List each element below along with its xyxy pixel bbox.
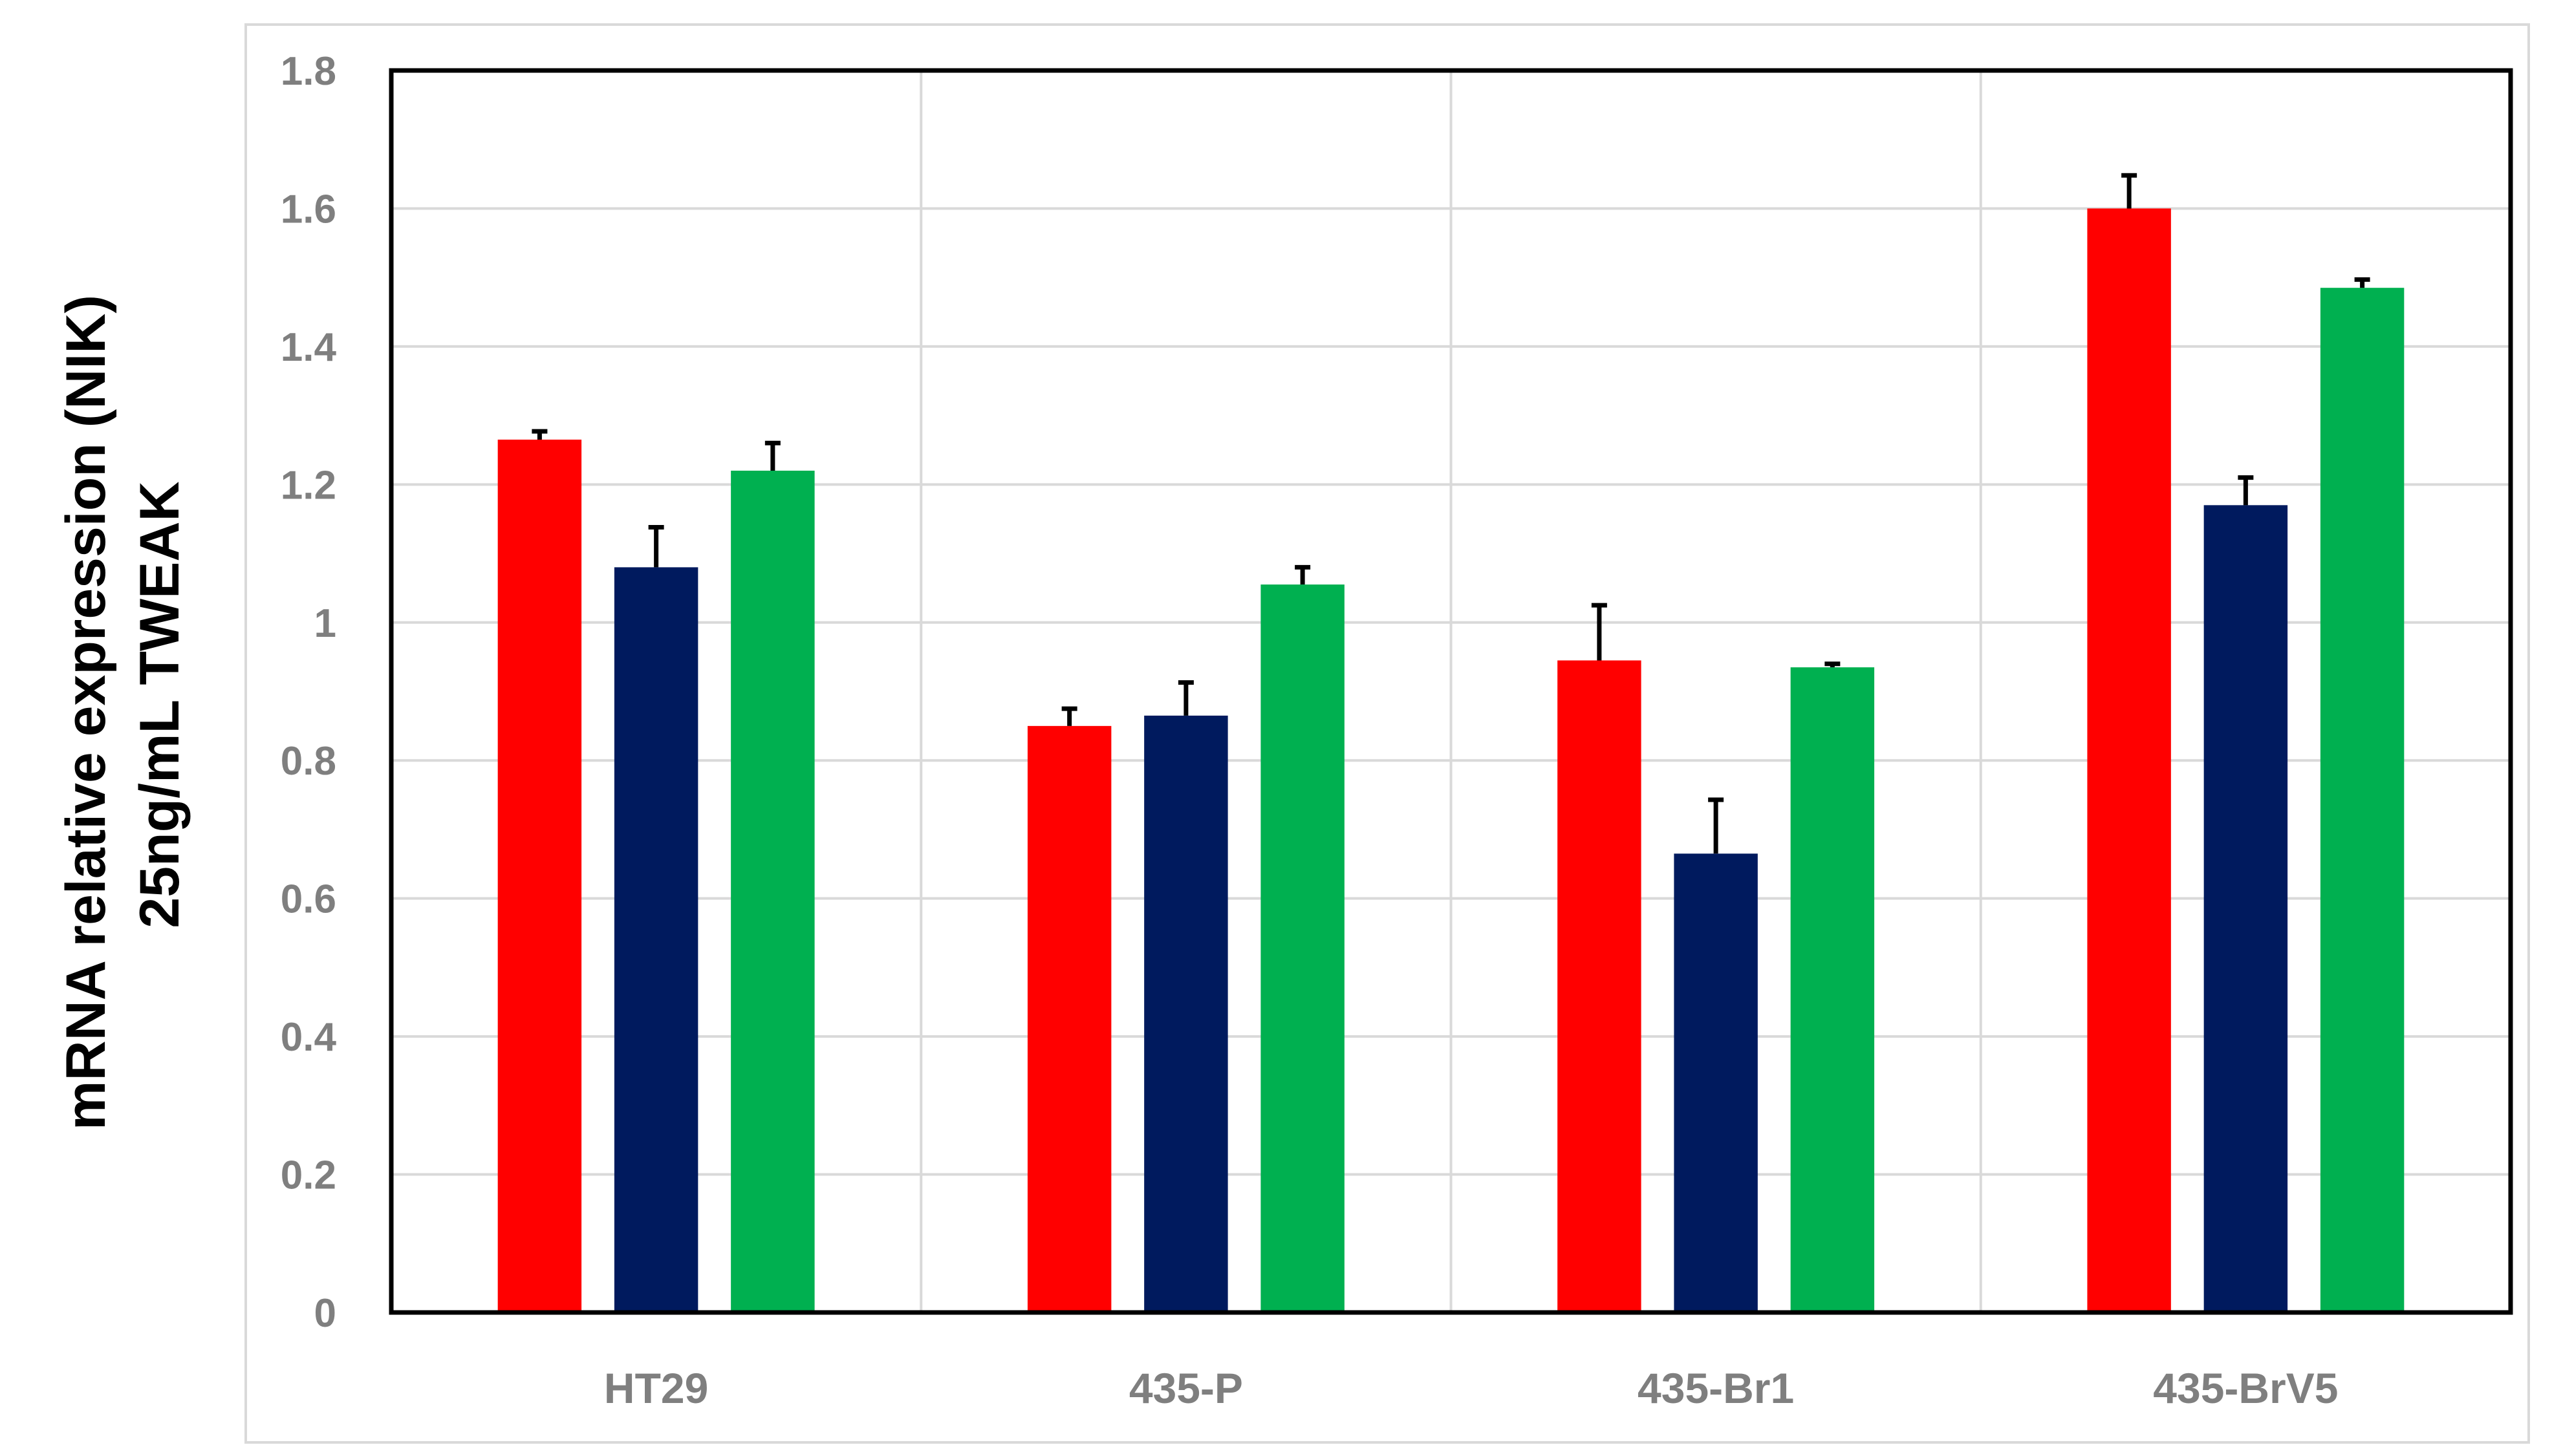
y-tick-label: 0 [314, 1291, 336, 1336]
y-tick-label: 1.6 [281, 187, 336, 231]
x-category-label: 435-P [1129, 1364, 1243, 1412]
y-tick-label: 1.8 [281, 49, 336, 94]
y-axis-title-line-2: 25ng/mL TWEAK [129, 481, 191, 928]
y-tick-label: 0.6 [281, 877, 336, 922]
y-tick-label: 0.8 [281, 739, 336, 784]
bar [1144, 715, 1228, 1312]
bar [1260, 584, 1345, 1312]
y-axis-tick-labels: 0 0.2 0.4 0.6 0.8 1 1.2 1.4 1.6 1.8 [281, 49, 337, 1336]
bars [497, 208, 2405, 1312]
y-axis-title-line-1: mRNA relative expression (NIK) [55, 295, 117, 1130]
chart-area-frame [244, 23, 2530, 1444]
error-bars [532, 173, 2370, 854]
y-tick-label: 1 [314, 601, 336, 646]
x-axis-category-labels: HT29 435-P 435-Br1 435-BrV5 [604, 1364, 2339, 1412]
category-separators [920, 70, 1982, 1312]
bar [2320, 288, 2405, 1312]
x-category-label: HT29 [604, 1364, 708, 1412]
x-category-label: 435-Br1 [1638, 1364, 1794, 1412]
y-tick-label: 0.4 [281, 1015, 337, 1060]
bar [2203, 505, 2288, 1312]
y-tick-label: 0.2 [281, 1153, 336, 1198]
y-tick-label: 1.2 [281, 463, 336, 508]
bar [2087, 208, 2171, 1312]
bar [614, 567, 698, 1312]
y-tick-label: 1.4 [281, 325, 337, 370]
bar [1557, 660, 1641, 1312]
bar [1790, 667, 1875, 1312]
bar [1674, 853, 1758, 1312]
x-category-label: 435-BrV5 [2153, 1364, 2338, 1412]
bar [497, 439, 582, 1312]
y-axis-title: mRNA relative expression (NIK) 25ng/mL T… [55, 279, 191, 1130]
bar [731, 470, 815, 1312]
bar [1027, 725, 1112, 1312]
